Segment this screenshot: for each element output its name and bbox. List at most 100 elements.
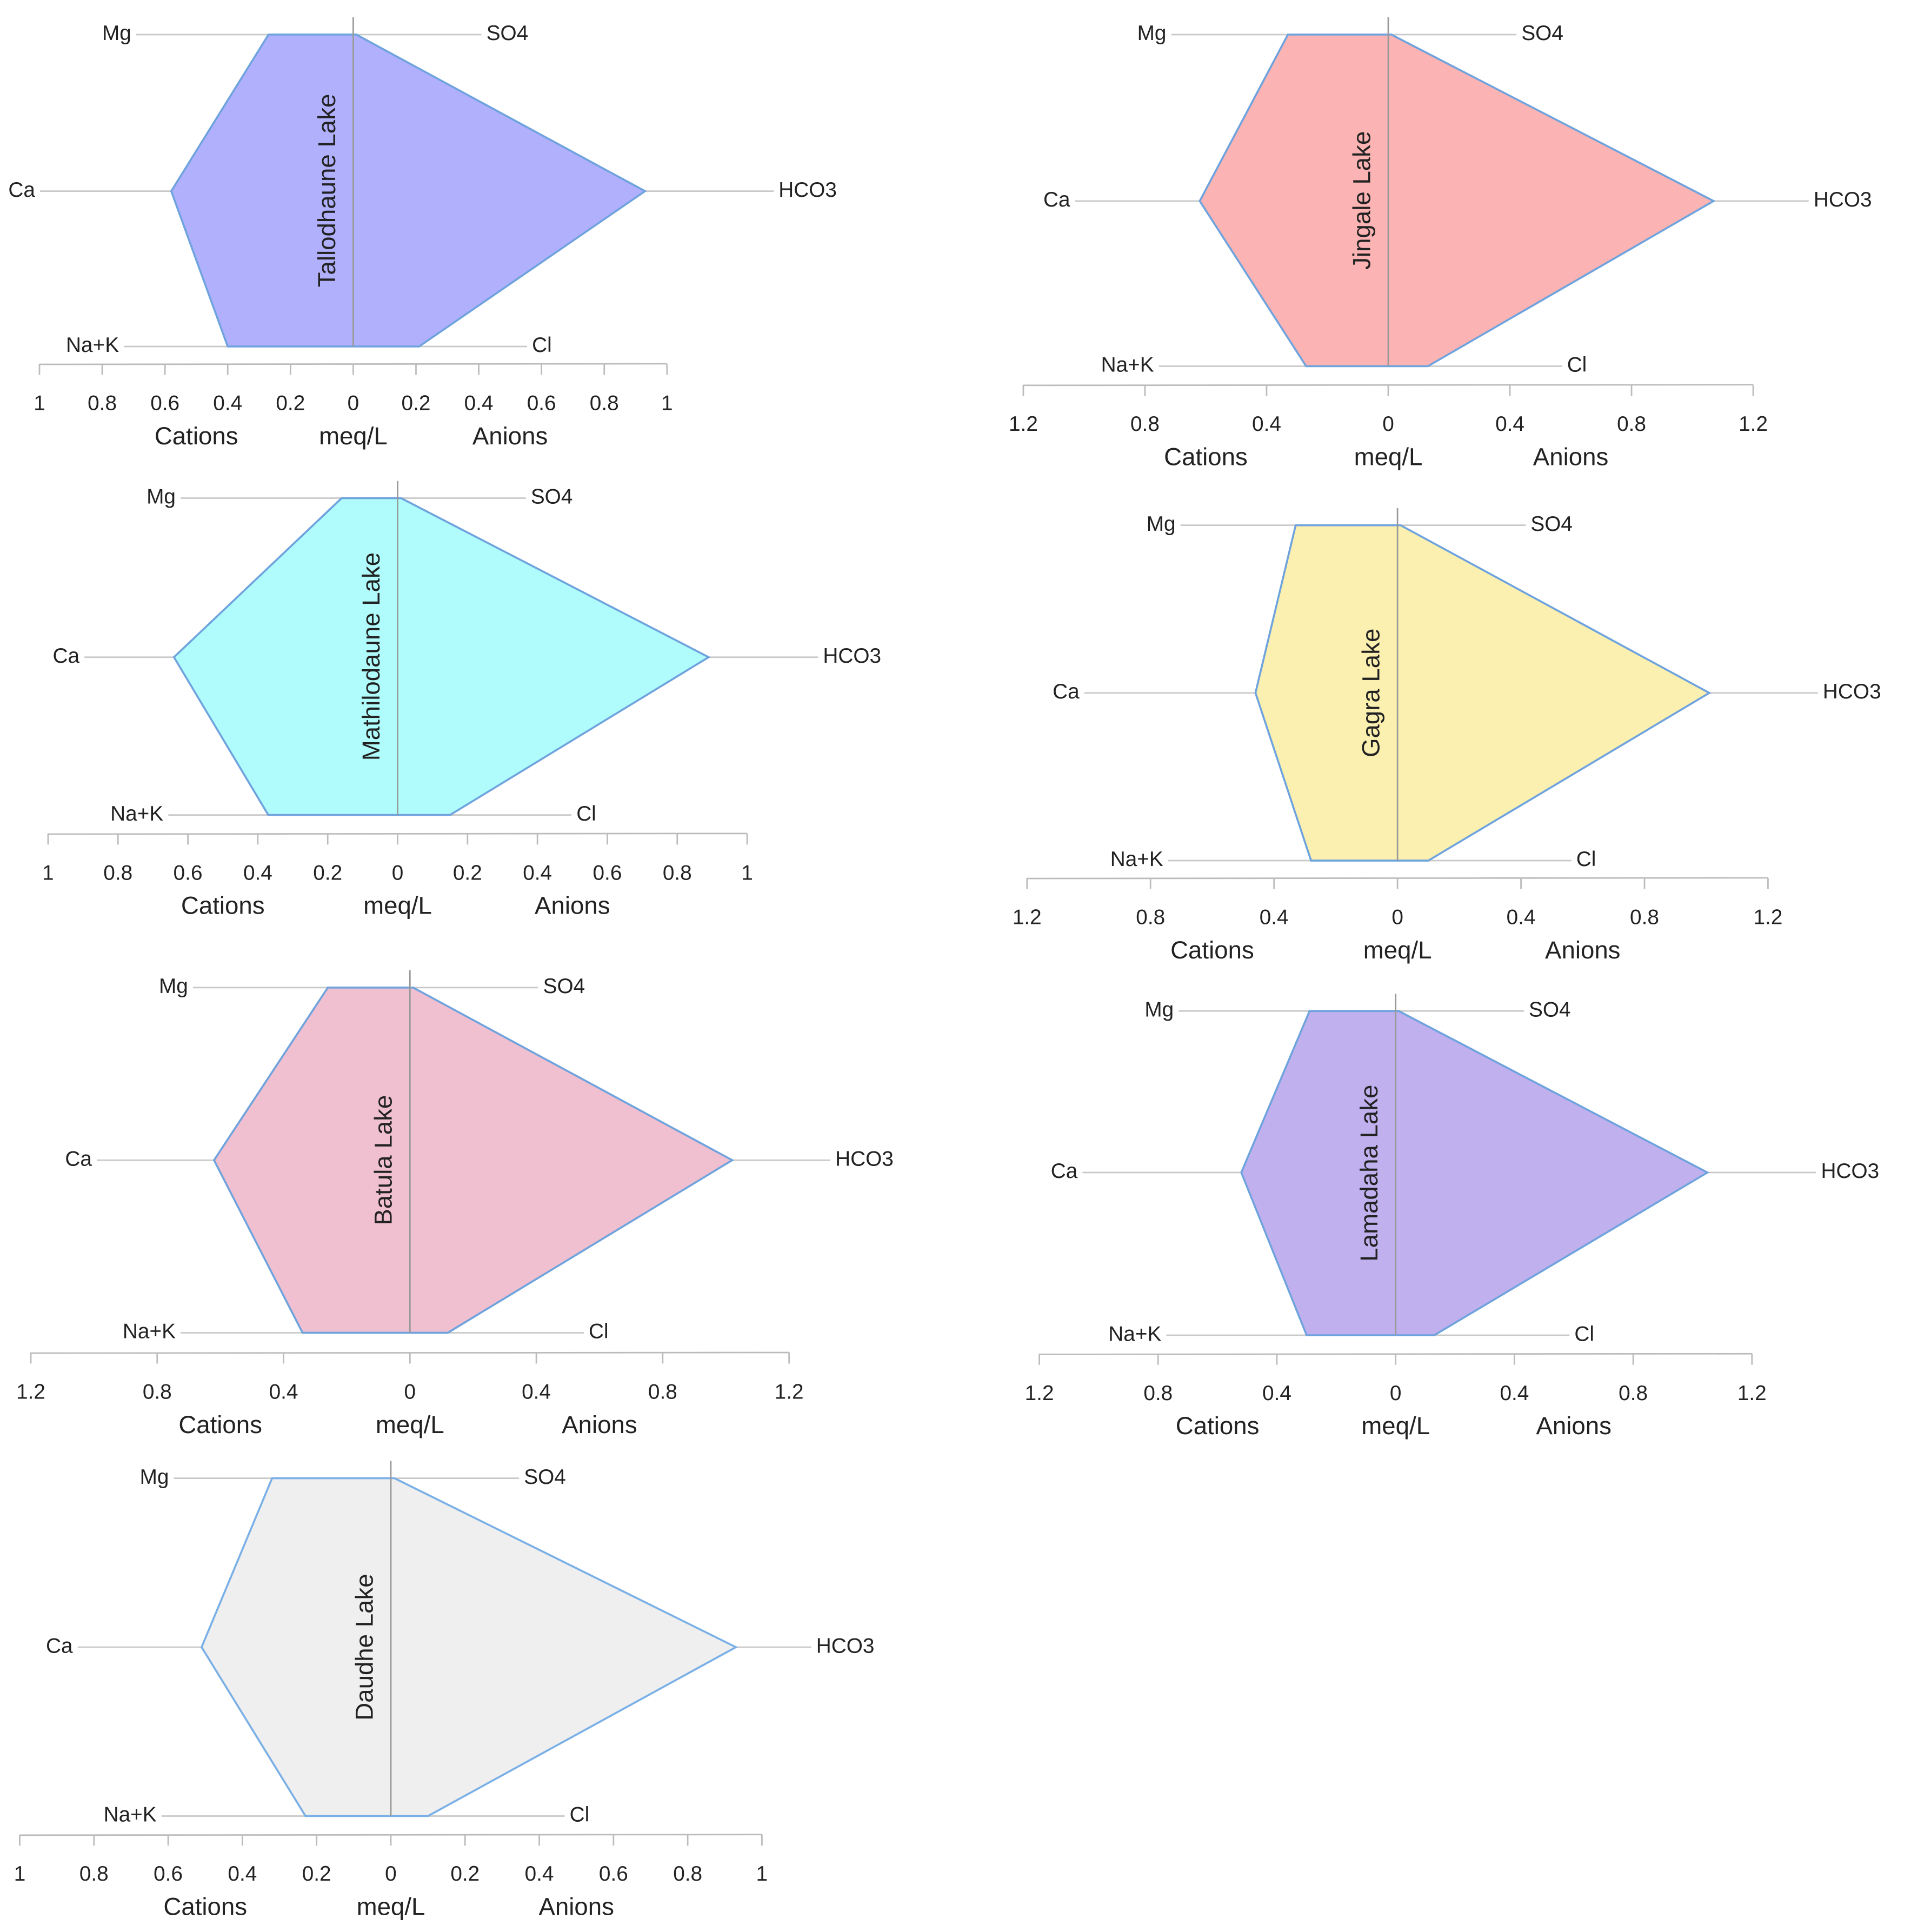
ion-polygon [1198,34,1716,368]
anions-label: Anions [538,1893,614,1921]
cation-label: Ca [1043,188,1070,211]
x-tick-label: 0.4 [523,861,552,884]
lake-title: Batula Lake [370,1095,397,1225]
cations-label: Cations [1170,936,1254,964]
cations-label: Cations [178,1411,262,1438]
anion-label: SO4 [487,22,529,45]
ion-polygon [200,1477,738,1817]
x-tick-label: 1.2 [1025,1382,1054,1405]
x-tick-label: 0.2 [453,861,482,884]
anion-label: SO4 [524,1465,566,1489]
anions-label: Anions [1533,443,1608,471]
cation-label: Ca [1051,1160,1078,1183]
cations-label: Cations [1176,1412,1260,1440]
cation-label: Ca [8,178,35,202]
x-tick-label: 1.2 [16,1380,45,1403]
anion-label: HCO3 [816,1634,875,1657]
x-tick-label: 0 [1390,1382,1402,1405]
cation-label: Mg [147,485,176,509]
x-tick-label: 1 [756,1862,768,1886]
cation-label: Mg [1147,512,1176,536]
anion-label: Cl [576,802,596,825]
lake-title: Daudhe Lake [350,1574,378,1720]
cation-label: Na+K [1108,1322,1161,1345]
x-tick-label: 0 [1391,905,1403,929]
x-tick-label: 0.8 [673,1862,702,1886]
x-tick-label: 0.4 [1260,905,1289,929]
stiff-diagram: Mg SO4 Ca HCO3 Na+K Cl Lamadaha Lake 1.2 0.8 0.4 0… [1025,994,1880,1440]
x-tick-label: 0.6 [174,861,203,884]
anion-label: HCO3 [823,644,881,668]
anion-label: Cl [589,1320,609,1343]
anion-label: HCO3 [835,1147,894,1170]
ion-polygon [1254,524,1712,862]
x-tick-label: 0.6 [527,391,556,415]
x-axis-title: meq/L [1354,443,1423,471]
x-tick-label: 0.4 [525,1862,554,1886]
x-tick-label: 0.6 [599,1862,628,1886]
lake-title: Mathilodaune Lake [357,552,385,761]
cation-label: Ca [53,644,80,668]
x-tick-label: 1 [741,861,753,884]
x-axis-title: meq/L [363,892,432,920]
cation-label: Ca [46,1634,73,1657]
x-tick-label: 1.2 [1737,1382,1767,1405]
x-tick-label: 0 [348,391,359,415]
x-tick-label: 1.2 [1009,412,1038,436]
x-tick-label: 0.4 [1262,1382,1291,1405]
x-tick-label: 0.8 [88,391,117,415]
x-tick-label: 0.6 [593,861,622,884]
x-tick-label: 0.4 [213,391,242,415]
cation-label: Mg [140,1465,169,1489]
anion-label: Cl [1574,1322,1594,1345]
x-tick-label: 0.8 [663,861,692,884]
x-tick-label: 0.8 [1619,1382,1648,1405]
x-tick-label: 0 [385,1862,397,1886]
x-axis-title: meq/L [1363,936,1432,964]
x-tick-label: 0.2 [302,1862,331,1886]
x-tick-label: 0.4 [243,861,272,884]
x-tick-label: 0.6 [154,1862,183,1886]
anion-label: Cl [532,334,552,357]
x-tick-label: 0.4 [1507,905,1536,929]
x-tick-label: 0.8 [103,861,132,884]
x-tick-label: 1.2 [1013,905,1042,929]
anion-label: HCO3 [1821,1160,1880,1183]
anion-label: Cl [570,1803,590,1827]
x-tick-label: 0.6 [150,391,179,415]
x-tick-label: 0 [392,861,404,884]
x-tick-label: 0.8 [590,391,619,415]
lake-title: Lamadaha Lake [1355,1085,1383,1262]
anion-label: SO4 [1521,22,1563,45]
cation-label: Ca [1053,680,1080,703]
stiff-diagram: Mg SO4 Ca HCO3 Na+K Cl Tallodhaune Lake 1 0.8 0.6… [8,17,837,450]
cation-label: Mg [159,975,188,998]
anion-label: HCO3 [1814,188,1872,211]
anion-label: Cl [1576,848,1596,871]
x-tick-label: 0.8 [1617,412,1646,436]
x-tick-label: 0.8 [1630,905,1659,929]
anion-label: SO4 [531,485,573,509]
cations-label: Cations [155,422,238,450]
x-tick-label: 0.4 [1252,412,1281,436]
x-axis-title: meq/L [319,422,388,450]
lake-title: Gagra Lake [1357,629,1385,757]
x-tick-label: 1.2 [1739,412,1768,436]
x-tick-label: 0.2 [450,1862,480,1886]
cations-label: Cations [1164,443,1248,471]
anion-label: HCO3 [1823,680,1881,703]
x-tick-label: 0.4 [228,1862,257,1886]
cation-label: Na+K [66,334,119,357]
x-tick-label: 0.8 [648,1380,677,1403]
x-tick-label: 0.2 [313,861,342,884]
lake-title: Jingale Lake [1348,131,1375,270]
x-tick-label: 1 [34,391,45,415]
stiff-diagram: Mg SO4 Ca HCO3 Na+K Cl Jingale Lake 1.2 0.8 0.4 0 0… [1009,17,1872,471]
x-tick-label: 0 [404,1380,416,1403]
anion-label: SO4 [1530,512,1573,536]
anions-label: Anions [1536,1412,1612,1440]
x-tick-label: 0.8 [143,1380,172,1403]
cation-label: Mg [1137,22,1167,45]
